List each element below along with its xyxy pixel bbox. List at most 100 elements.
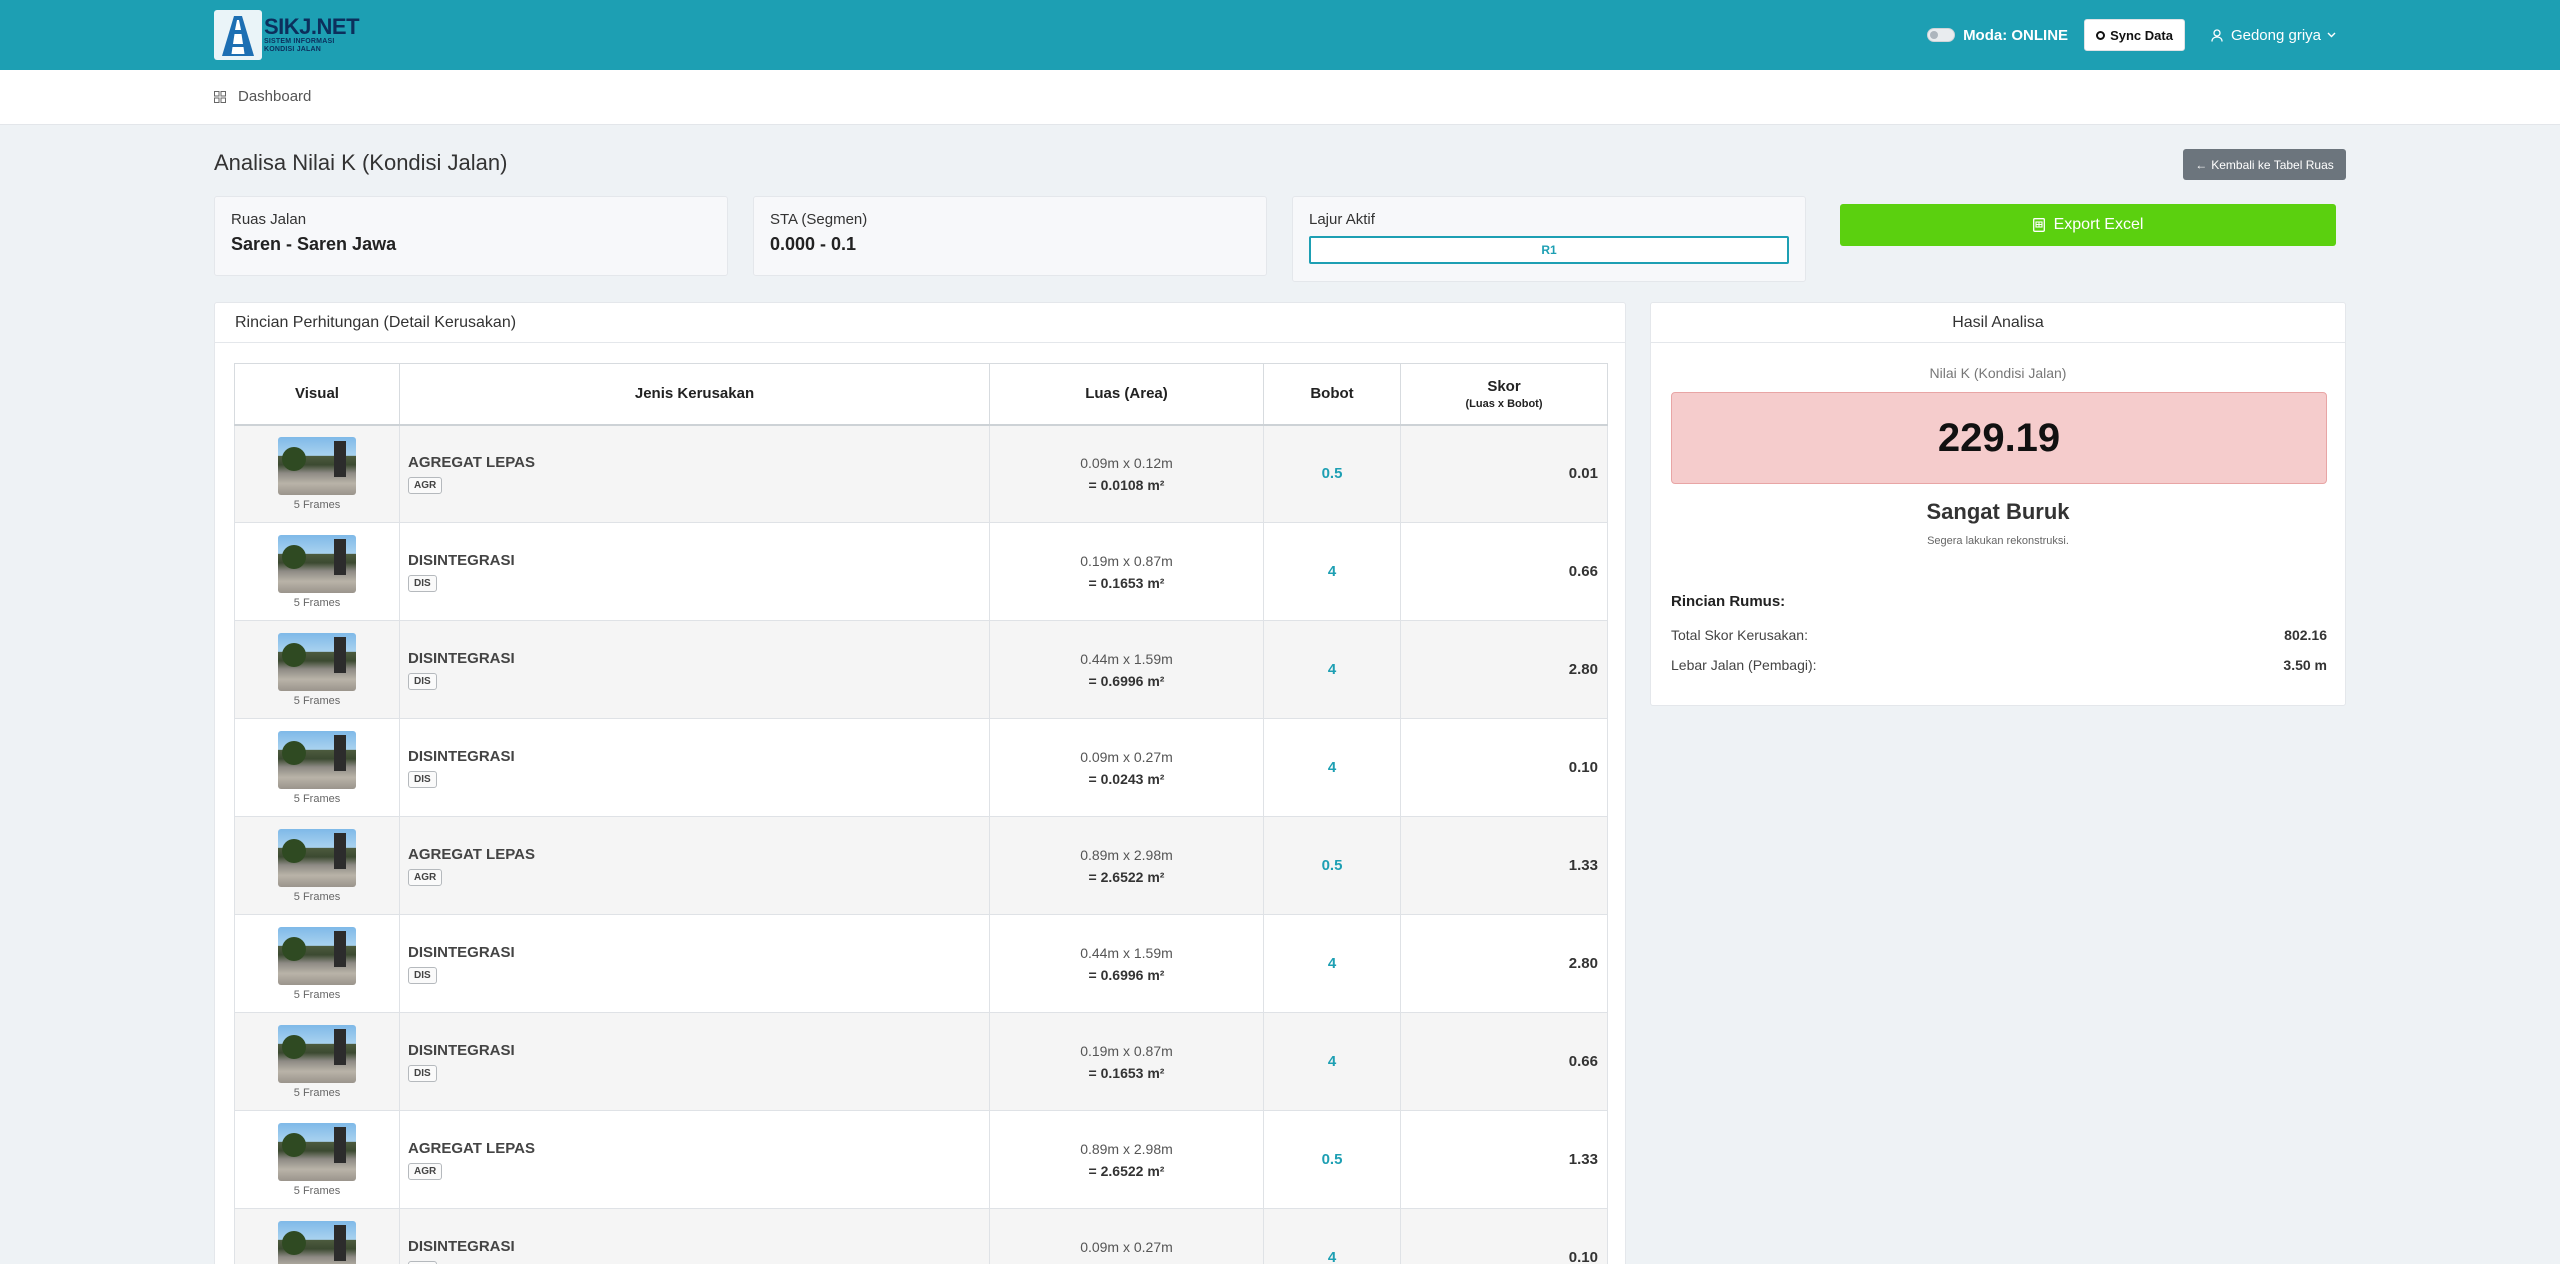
back-button-label: Kembali ke Tabel Ruas (2211, 157, 2334, 172)
kerusakan-code-badge: DIS (408, 1064, 437, 1082)
luas-cell: 0.89m x 2.98m = 2.6522 m² (989, 1110, 1264, 1209)
kerusakan-code-badge: AGR (408, 1162, 443, 1180)
jenis-kerusakan-name: DISINTEGRASI (408, 747, 515, 765)
col-header-jenis: Jenis Kerusakan (399, 363, 990, 426)
visual-cell: 5 Frames (234, 816, 400, 915)
ruas-jalan-card: Ruas Jalan Saren - Saren Jawa (214, 196, 728, 276)
back-to-table-button[interactable]: ← Kembali ke Tabel Ruas (2183, 149, 2346, 180)
lebar-jalan-value: 3.50 m (2283, 657, 2327, 673)
luas-cell: 0.19m x 0.87m = 0.1653 m² (989, 522, 1264, 621)
export-excel-button[interactable]: Export Excel (1840, 204, 2336, 246)
frames-count: 5 Frames (293, 1086, 341, 1099)
dimension-text: 0.09m x 0.27m (1080, 748, 1173, 765)
arrow-left-icon: ← (2195, 157, 2208, 172)
damage-photo-thumbnail[interactable] (278, 534, 356, 593)
skor-value: 0.66 (1400, 522, 1608, 621)
dimension-text: 0.09m x 0.27m (1080, 1238, 1173, 1255)
damage-photo-thumbnail[interactable] (278, 632, 356, 691)
visual-cell: 5 Frames (234, 620, 400, 719)
lajur-aktif-selector[interactable]: R1 (1309, 236, 1789, 264)
dashboard-grid-icon (214, 90, 226, 103)
col-header-luas: Luas (Area) (989, 363, 1264, 426)
total-skor-row: Total Skor Kerusakan: 802.16 (1671, 627, 2327, 643)
damage-photo-thumbnail[interactable] (278, 1220, 356, 1264)
damage-photo-thumbnail[interactable] (278, 1024, 356, 1083)
lajur-aktif-label: Lajur Aktif (1309, 211, 1375, 228)
road-logo-icon (214, 10, 262, 60)
skor-value: 2.80 (1400, 620, 1608, 719)
luas-cell: 0.44m x 1.59m = 0.6996 m² (989, 620, 1264, 719)
kerusakan-code-badge: AGR (408, 476, 443, 494)
ruas-jalan-value: Saren - Saren Jawa (231, 234, 397, 254)
jenis-kerusakan-name: DISINTEGRASI (408, 1237, 515, 1255)
hasil-analisa-panel: Hasil Analisa Nilai K (Kondisi Jalan) 22… (1650, 302, 2346, 706)
breadcrumb-dashboard-link[interactable]: Dashboard (214, 88, 311, 105)
damage-photo-thumbnail[interactable] (278, 1122, 356, 1181)
rincian-rumus-title: Rincian Rumus: (1671, 593, 1786, 610)
dimension-text: 0.44m x 1.59m (1080, 944, 1173, 961)
dimension-text: 0.19m x 0.87m (1080, 552, 1173, 569)
detail-kerusakan-table: Visual Jenis Kerusakan Luas (Area) Bobot… (234, 363, 1608, 1264)
damage-photo-thumbnail[interactable] (278, 828, 356, 887)
user-icon (2211, 28, 2223, 42)
table-row: 5 Frames AGREGAT LEPAS AGR 0.89m x 2.98m = 2… (234, 816, 1608, 915)
luas-cell: 0.09m x 0.12m = 0.0108 m² (989, 424, 1264, 523)
kerusakan-code-badge: DIS (408, 672, 437, 690)
bobot-value: 4 (1263, 522, 1401, 621)
col-header-bobot: Bobot (1263, 363, 1401, 426)
table-header-row: Visual Jenis Kerusakan Luas (Area) Bobot… (234, 363, 1608, 426)
brand-subtitle-1: SISTEM INFORMASI (264, 38, 335, 45)
dimension-text: 0.09m x 0.12m (1080, 454, 1173, 471)
breadcrumb-bar: Dashboard (0, 70, 2560, 125)
frames-count: 5 Frames (293, 498, 341, 511)
jenis-kerusakan-name: AGREGAT LEPAS (408, 845, 535, 863)
brand-subtitle-2: KONDISI JALAN (264, 46, 322, 53)
nilai-k-value: 229.19 (1671, 392, 2327, 484)
user-menu-dropdown[interactable]: Gedong griya (2211, 27, 2344, 44)
skor-value: 1.33 (1400, 816, 1608, 915)
jenis-cell: DISINTEGRASI DIS (399, 522, 990, 621)
col-header-visual: Visual (234, 363, 400, 426)
damage-photo-thumbnail[interactable] (278, 730, 356, 789)
jenis-cell: DISINTEGRASI DIS (399, 620, 990, 719)
file-excel-icon (2032, 218, 2045, 232)
visual-cell: 5 Frames (234, 1110, 400, 1209)
visual-cell: 5 Frames (234, 914, 400, 1013)
skor-value: 0.01 (1400, 424, 1608, 523)
frames-count: 5 Frames (293, 1184, 341, 1197)
skor-value: 0.10 (1400, 1208, 1608, 1264)
ruas-jalan-label: Ruas Jalan (231, 211, 307, 228)
dimension-text: 0.89m x 2.98m (1080, 846, 1173, 863)
skor-value: 0.66 (1400, 1012, 1608, 1111)
area-value: = 0.0108 m² (1088, 476, 1165, 493)
area-value: = 0.0243 m² (1089, 1261, 1165, 1264)
bobot-value: 4 (1263, 1208, 1401, 1264)
user-name: Gedong griya (2230, 26, 2321, 44)
lebar-jalan-label: Lebar Jalan (Pembagi): (1671, 657, 1817, 673)
table-row: 5 Frames DISINTEGRASI DIS 0.19m x 0.87m = 0.… (234, 522, 1608, 621)
table-row: 5 Frames AGREGAT LEPAS AGR 0.89m x 2.98m = 2… (234, 1110, 1608, 1209)
jenis-kerusakan-name: AGREGAT LEPAS (408, 453, 535, 471)
jenis-cell: DISINTEGRASI DIS (399, 914, 990, 1013)
bobot-value: 4 (1263, 914, 1401, 1013)
brand-logo-link[interactable]: SIKJ.NET SISTEM INFORMASI KONDISI JALAN (214, 9, 360, 61)
damage-photo-thumbnail[interactable] (278, 926, 356, 985)
mode-toggle-switch[interactable] (1927, 28, 1956, 42)
lajur-aktif-card: Lajur Aktif R1 (1292, 196, 1806, 282)
dimension-text: 0.44m x 1.59m (1080, 650, 1173, 667)
area-value: = 0.0243 m² (1088, 770, 1165, 787)
damage-photo-thumbnail[interactable] (278, 436, 356, 495)
sync-icon (2096, 30, 2106, 40)
kerusakan-code-badge: AGR (408, 868, 443, 886)
sync-data-button[interactable]: Sync Data (2084, 19, 2185, 51)
jenis-cell: AGREGAT LEPAS AGR (399, 424, 990, 523)
luas-cell: 0.09m x 0.27m = 0.0243 m² (989, 1208, 1264, 1264)
lebar-jalan-row: Lebar Jalan (Pembagi): 3.50 m (1671, 657, 2327, 673)
table-row: 5 Frames DISINTEGRASI DIS 0.09m x 0.27m = 0.… (234, 1208, 1608, 1264)
mode-status-label: Moda: ONLINE (1963, 26, 2069, 44)
jenis-kerusakan-name: DISINTEGRASI (408, 1041, 515, 1059)
detail-panel-title: Rincian Perhitungan (Detail Kerusakan) (215, 303, 1625, 343)
chevron-down-icon (2327, 32, 2336, 38)
kondisi-status: Sangat Buruk (1926, 499, 2070, 524)
skor-value: 2.80 (1400, 914, 1608, 1013)
